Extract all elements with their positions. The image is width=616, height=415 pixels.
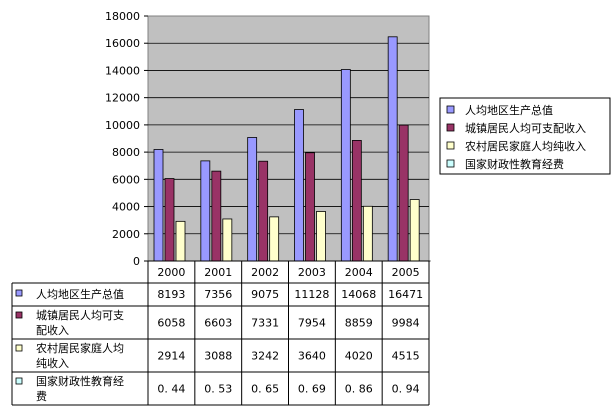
category-label: 2005 <box>392 266 420 279</box>
table-value: 2914 <box>157 350 185 363</box>
category-label: 2002 <box>251 266 279 279</box>
table-value: 0. 53 <box>204 383 232 396</box>
y-axis: 0 2000 4000 6000 8000 10000 12000 14000 16000 180… <box>105 10 148 268</box>
table-value: 4515 <box>392 350 420 363</box>
bar <box>269 216 280 262</box>
table-value: 3242 <box>251 350 279 363</box>
bar <box>305 152 315 262</box>
bar <box>175 220 186 262</box>
table-value: 3640 <box>298 350 326 363</box>
legend-label: 城镇居民人均可支配收入 <box>465 121 586 135</box>
table-value: 0. 69 <box>298 383 326 396</box>
legend-box <box>439 97 611 175</box>
bar <box>340 69 351 262</box>
table-row-label: 纯收入 <box>36 356 69 370</box>
table-row-label: 人均地区生产总值 <box>36 287 124 301</box>
table-value: 7954 <box>298 317 326 330</box>
legend-key <box>446 105 455 114</box>
legend-key <box>446 141 455 150</box>
legend-label: 农村居民家庭人均纯收入 <box>465 139 586 153</box>
bar <box>387 36 398 262</box>
bar <box>153 149 164 262</box>
table-row-label: 农村居民家庭人均 <box>36 341 124 355</box>
bar <box>351 140 362 262</box>
table-value: 7356 <box>204 288 232 301</box>
table-row-label: 国家财政性教育经 <box>36 374 124 388</box>
table-value: 11128 <box>294 288 329 301</box>
table-row-label: 配收入 <box>36 323 69 337</box>
y-tick-label: 4000 <box>112 201 140 214</box>
table-value: 4020 <box>345 350 373 363</box>
table-value: 3088 <box>204 350 232 363</box>
legend-label: 人均地区生产总值 <box>465 103 553 117</box>
y-tick-label: 10000 <box>105 119 140 132</box>
bar <box>294 109 304 262</box>
bar <box>164 178 175 262</box>
category-label: 2001 <box>204 266 232 279</box>
legend-key <box>446 159 455 168</box>
bar <box>258 160 269 262</box>
table-value: 8859 <box>345 317 373 330</box>
table-legend-key <box>15 377 23 385</box>
y-tick-label: 12000 <box>105 92 140 105</box>
table-value: 0. 86 <box>345 383 373 396</box>
legend-label: 国家财政性教育经费 <box>465 157 564 171</box>
table-value: 16471 <box>388 288 423 301</box>
bar <box>222 218 233 262</box>
table-value: 6603 <box>204 317 232 330</box>
bar <box>409 199 420 262</box>
table-value: 8193 <box>157 288 185 301</box>
table-value: 0. 65 <box>251 383 279 396</box>
table-value: 9075 <box>251 288 279 301</box>
legend-key <box>446 123 455 132</box>
y-tick-label: 0 <box>133 255 140 268</box>
bar <box>316 211 326 262</box>
table-legend-key <box>15 311 23 319</box>
bar <box>200 160 211 262</box>
y-tick-label: 16000 <box>105 37 140 50</box>
y-tick-label: 8000 <box>112 146 140 159</box>
bar <box>398 124 409 262</box>
bar <box>362 205 373 262</box>
table-value: 0. 44 <box>157 383 185 396</box>
plot-area <box>147 15 430 262</box>
table-value: 6058 <box>157 317 185 330</box>
table-value: 7331 <box>251 317 279 330</box>
category-label: 2003 <box>298 266 326 279</box>
y-tick-label: 2000 <box>112 228 140 241</box>
table-row-label: 城镇居民人均可支 <box>36 308 124 322</box>
y-tick-label: 18000 <box>105 10 140 23</box>
grid-lines <box>148 42 429 235</box>
table-legend-key <box>15 344 23 352</box>
table-value: 0. 94 <box>392 383 420 396</box>
y-tick-label: 6000 <box>112 173 140 186</box>
data-table: 2000 2001 2002 2003 2004 2005 人均地区生产总值 8193 7356… <box>11 260 430 406</box>
table-value: 14068 <box>341 288 376 301</box>
y-tick-label: 14000 <box>105 64 140 77</box>
category-label: 2000 <box>157 266 185 279</box>
bar <box>211 170 222 262</box>
category-label: 2004 <box>345 266 373 279</box>
table-legend-key <box>15 289 23 297</box>
bar <box>247 137 258 262</box>
table-row-label: 费 <box>36 390 47 403</box>
table-value: 9984 <box>392 317 420 330</box>
